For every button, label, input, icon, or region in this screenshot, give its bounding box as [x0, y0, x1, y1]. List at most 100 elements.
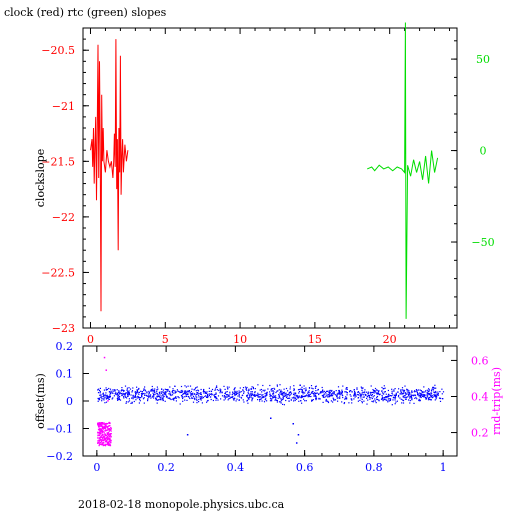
offset-point [351, 391, 353, 393]
offset-point [106, 397, 108, 399]
offset-point [200, 392, 202, 394]
offset-point [158, 395, 160, 398]
offset-point [165, 392, 167, 394]
offset-point [171, 391, 173, 393]
offset-point [214, 393, 216, 396]
offset-point [192, 401, 195, 403]
offset-point [345, 391, 347, 393]
offset-point [196, 399, 198, 402]
offset-point [350, 395, 352, 397]
offset-point [408, 390, 410, 392]
offset-point [302, 393, 304, 395]
offset-point [372, 396, 374, 398]
offset-point [328, 390, 330, 392]
offset-point [227, 399, 229, 401]
offset-point [245, 388, 247, 390]
roundtrip-point [108, 430, 110, 432]
offset-point [150, 389, 152, 391]
offset-point [289, 392, 291, 394]
offset-point [375, 391, 377, 393]
roundtrip-point [102, 439, 105, 442]
offset-point [246, 394, 248, 396]
offset-point [187, 395, 189, 398]
offset-point [394, 394, 396, 396]
offset-point [237, 392, 239, 394]
offset-point [305, 395, 307, 397]
offset-point [101, 396, 103, 398]
offset-point [138, 388, 140, 390]
offset-point [173, 389, 175, 392]
offset-point [234, 393, 236, 395]
offset-point [156, 386, 158, 388]
offset-point [430, 395, 433, 397]
offset-point [345, 396, 347, 398]
offset-point [136, 386, 138, 388]
offset-outlier [292, 423, 295, 425]
offset-point [188, 391, 190, 393]
roundtrip-point [104, 437, 106, 440]
offset-point [272, 393, 274, 395]
offset-point [294, 399, 296, 402]
offset-point [295, 393, 297, 395]
offset-point [125, 402, 127, 404]
offset-point [382, 398, 384, 400]
offset-point [373, 390, 375, 393]
offset-point [418, 395, 420, 397]
y-tick-label: −22.5 [41, 266, 75, 279]
offset-point [119, 393, 121, 395]
roundtrip-point [101, 432, 104, 434]
offset-point [426, 393, 429, 395]
offset-point [381, 386, 383, 389]
y-tick-label: −23 [52, 322, 75, 335]
offset-point [135, 399, 137, 401]
offset-point [298, 395, 300, 397]
offset-point [254, 391, 256, 393]
offset-point [406, 388, 408, 390]
offset-point [173, 399, 175, 401]
offset-point [248, 397, 250, 399]
offset-point [106, 394, 108, 396]
roundtrip-point [105, 423, 108, 425]
offset-point [122, 392, 124, 394]
offset-point [346, 397, 348, 399]
offset-point [266, 391, 268, 393]
offset-point [201, 402, 203, 404]
offset-point [108, 396, 110, 398]
offset-point [97, 388, 100, 390]
y2-tick-label: 0.4 [471, 390, 489, 403]
offset-point [430, 399, 432, 401]
offset-point [219, 388, 221, 390]
offset-point [314, 392, 316, 394]
offset-point [215, 396, 217, 398]
offset-point [143, 397, 145, 399]
offset-point [287, 390, 289, 392]
offset-point [203, 390, 205, 392]
offset-point [304, 395, 306, 398]
offset-point [288, 400, 290, 402]
offset-point [329, 393, 331, 395]
offset-point [180, 385, 183, 388]
offset-point [273, 393, 275, 395]
offset-point [411, 391, 413, 393]
offset-point [371, 397, 373, 400]
offset-point [179, 391, 181, 394]
offset-point [199, 393, 202, 395]
offset-point [185, 395, 187, 397]
roundtrip-point [107, 438, 109, 440]
offset-point [397, 391, 399, 393]
offset-point [217, 399, 219, 401]
offset-point [259, 396, 261, 398]
offset-point [301, 396, 303, 398]
offset-point [411, 397, 413, 399]
offset-point [159, 393, 161, 395]
roundtrip-point [100, 430, 103, 432]
offset-point [441, 388, 443, 390]
offset-point [238, 396, 241, 398]
roundtrip-point [99, 436, 101, 438]
offset-point [232, 391, 234, 393]
offset-point [370, 394, 372, 396]
roundtrip-point [104, 440, 107, 443]
offset-point [357, 391, 359, 393]
offset-point [346, 388, 348, 390]
offset-point [234, 391, 236, 393]
